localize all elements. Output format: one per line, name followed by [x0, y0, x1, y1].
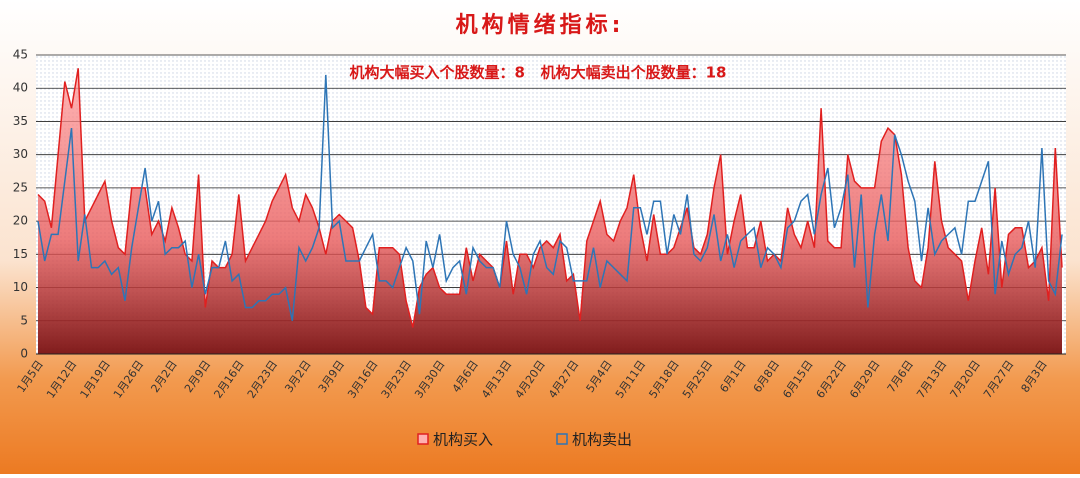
annotation: 机构大幅买入个股数量：8 机构大幅卖出个股数量：18: [350, 64, 727, 82]
y-tick-label: 10: [13, 280, 28, 294]
y-tick-label: 30: [13, 147, 28, 161]
y-tick-label: 35: [13, 114, 28, 128]
area: [38, 68, 1062, 355]
y-tick-label: 5: [20, 313, 28, 327]
series-line: [37, 74, 1063, 321]
series-line: [37, 68, 1063, 328]
y-tick-label: 15: [13, 247, 28, 261]
y-tick-label: 25: [13, 180, 28, 194]
legend-swatch: [417, 433, 429, 445]
chart-title: 机构情绪指标:: [456, 12, 625, 38]
y-tick-label: 20: [13, 214, 28, 228]
y-tick-label: 45: [13, 48, 28, 62]
legend-label: 机构卖出: [572, 431, 632, 449]
y-tick-label: 40: [13, 81, 28, 95]
legend-swatch: [556, 433, 568, 445]
legend-label: 机构买入: [433, 431, 493, 449]
y-tick-label: 0: [20, 347, 28, 361]
